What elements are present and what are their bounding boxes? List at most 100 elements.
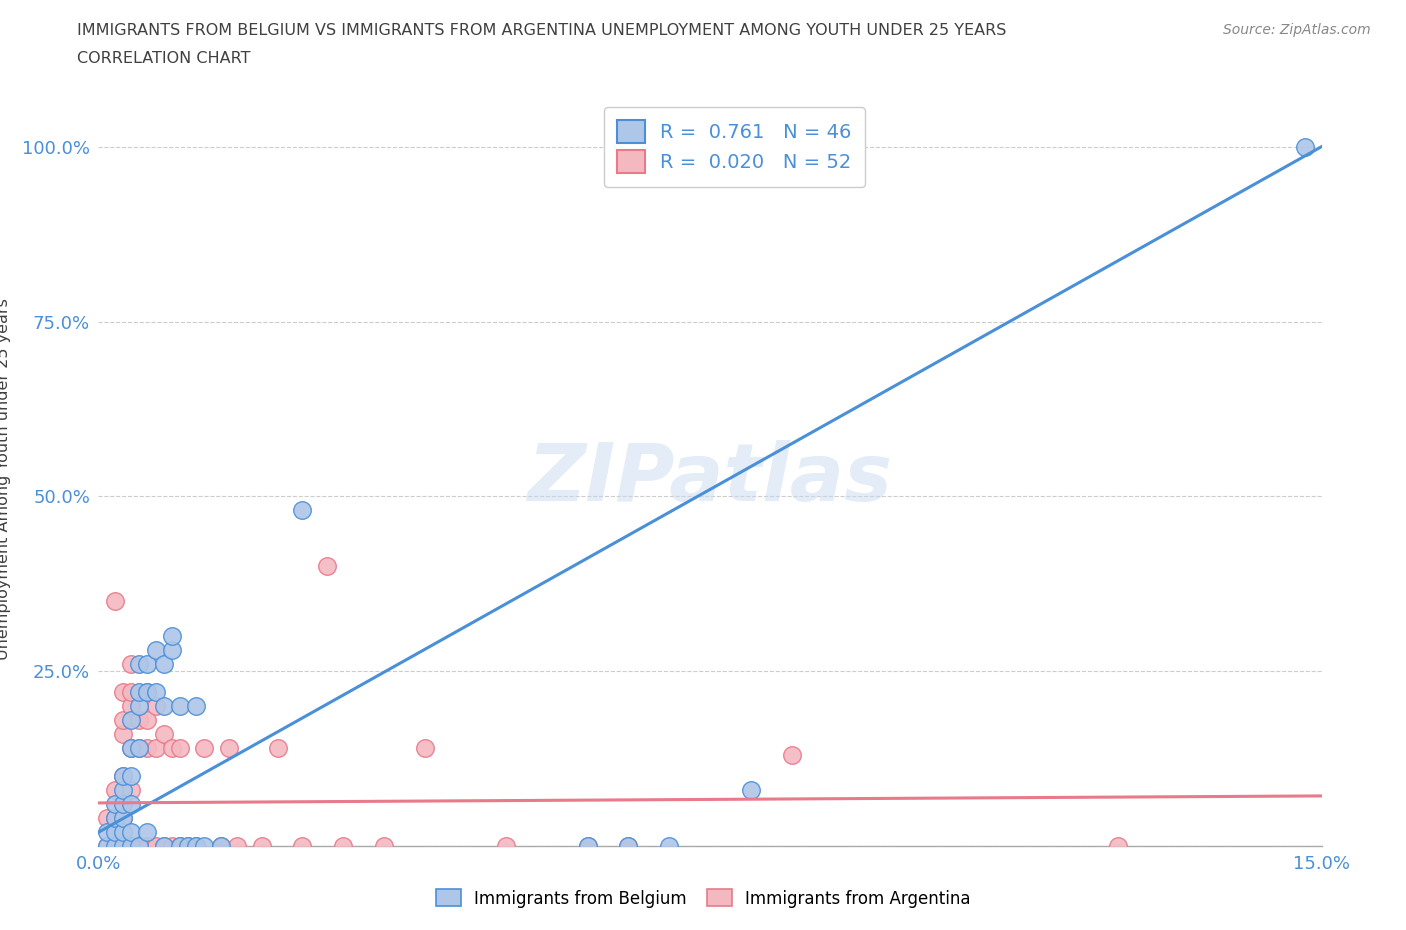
Point xyxy=(145,699,167,714)
Point xyxy=(120,825,142,840)
Point xyxy=(160,643,183,658)
Point xyxy=(104,797,127,812)
Legend: Immigrants from Belgium, Immigrants from Argentina: Immigrants from Belgium, Immigrants from… xyxy=(429,883,977,914)
Point xyxy=(226,839,249,854)
Point xyxy=(209,839,232,854)
Point xyxy=(111,825,134,840)
Point xyxy=(111,684,134,699)
Point xyxy=(291,503,314,518)
Point xyxy=(120,797,142,812)
Point xyxy=(177,839,200,854)
Point xyxy=(193,741,215,756)
Point xyxy=(413,741,436,756)
Point xyxy=(111,839,134,854)
Point xyxy=(111,727,134,742)
Point xyxy=(740,783,762,798)
Point xyxy=(128,839,150,854)
Point xyxy=(169,699,191,714)
Legend: R =  0.761   N = 46, R =  0.020   N = 52: R = 0.761 N = 46, R = 0.020 N = 52 xyxy=(603,107,865,187)
Point xyxy=(160,839,183,854)
Point xyxy=(218,741,240,756)
Point xyxy=(120,839,142,854)
Point xyxy=(111,783,134,798)
Point xyxy=(136,825,159,840)
Point xyxy=(104,811,127,826)
Point xyxy=(104,839,127,854)
Point xyxy=(120,684,142,699)
Point xyxy=(152,727,174,742)
Point xyxy=(128,699,150,714)
Point xyxy=(209,839,232,854)
Point xyxy=(169,839,191,854)
Point xyxy=(104,825,127,840)
Text: IMMIGRANTS FROM BELGIUM VS IMMIGRANTS FROM ARGENTINA UNEMPLOYMENT AMONG YOUTH UN: IMMIGRANTS FROM BELGIUM VS IMMIGRANTS FR… xyxy=(77,23,1007,38)
Point xyxy=(104,839,127,854)
Point xyxy=(128,839,150,854)
Point xyxy=(96,825,118,840)
Text: Source: ZipAtlas.com: Source: ZipAtlas.com xyxy=(1223,23,1371,37)
Point xyxy=(136,839,159,854)
Point xyxy=(291,839,314,854)
Point xyxy=(111,839,134,854)
Point xyxy=(96,811,118,826)
Text: ZIPatlas: ZIPatlas xyxy=(527,440,893,518)
Point xyxy=(186,839,208,854)
Point xyxy=(104,783,127,798)
Point xyxy=(111,713,134,728)
Point xyxy=(120,769,142,784)
Text: CORRELATION CHART: CORRELATION CHART xyxy=(77,51,250,66)
Point xyxy=(96,839,118,854)
Point xyxy=(128,657,150,671)
Point xyxy=(120,713,142,728)
Y-axis label: Unemployment Among Youth under 25 years: Unemployment Among Youth under 25 years xyxy=(0,298,11,660)
Point xyxy=(120,699,142,714)
Point xyxy=(315,559,337,574)
Point xyxy=(152,839,174,854)
Point xyxy=(193,839,215,854)
Point xyxy=(128,741,150,756)
Point xyxy=(96,839,118,854)
Point xyxy=(169,741,191,756)
Point xyxy=(145,839,167,854)
Point xyxy=(104,594,127,609)
Point xyxy=(120,839,142,854)
Point xyxy=(152,839,174,854)
Point xyxy=(1294,140,1316,154)
Point xyxy=(128,741,150,756)
Point xyxy=(136,713,159,728)
Point xyxy=(658,839,681,854)
Point xyxy=(120,741,142,756)
Point xyxy=(128,713,150,728)
Point xyxy=(160,741,183,756)
Point xyxy=(267,741,290,756)
Point xyxy=(373,839,395,854)
Point xyxy=(145,741,167,756)
Point xyxy=(136,684,159,699)
Point xyxy=(186,699,208,714)
Point xyxy=(186,839,208,854)
Point xyxy=(332,839,354,854)
Point xyxy=(120,783,142,798)
Point xyxy=(145,684,167,699)
Point xyxy=(136,741,159,756)
Point xyxy=(169,839,191,854)
Point xyxy=(1107,839,1129,854)
Point xyxy=(780,748,803,763)
Point xyxy=(136,657,159,671)
Point xyxy=(111,769,134,784)
Point xyxy=(576,839,599,854)
Point xyxy=(152,699,174,714)
Point xyxy=(111,769,134,784)
Point xyxy=(576,839,599,854)
Point xyxy=(104,811,127,826)
Point xyxy=(111,811,134,826)
Point xyxy=(152,657,174,671)
Point xyxy=(128,684,150,699)
Point xyxy=(120,657,142,671)
Point xyxy=(145,643,167,658)
Point xyxy=(111,811,134,826)
Point xyxy=(136,684,159,699)
Point xyxy=(495,839,517,854)
Point xyxy=(177,839,200,854)
Point xyxy=(120,741,142,756)
